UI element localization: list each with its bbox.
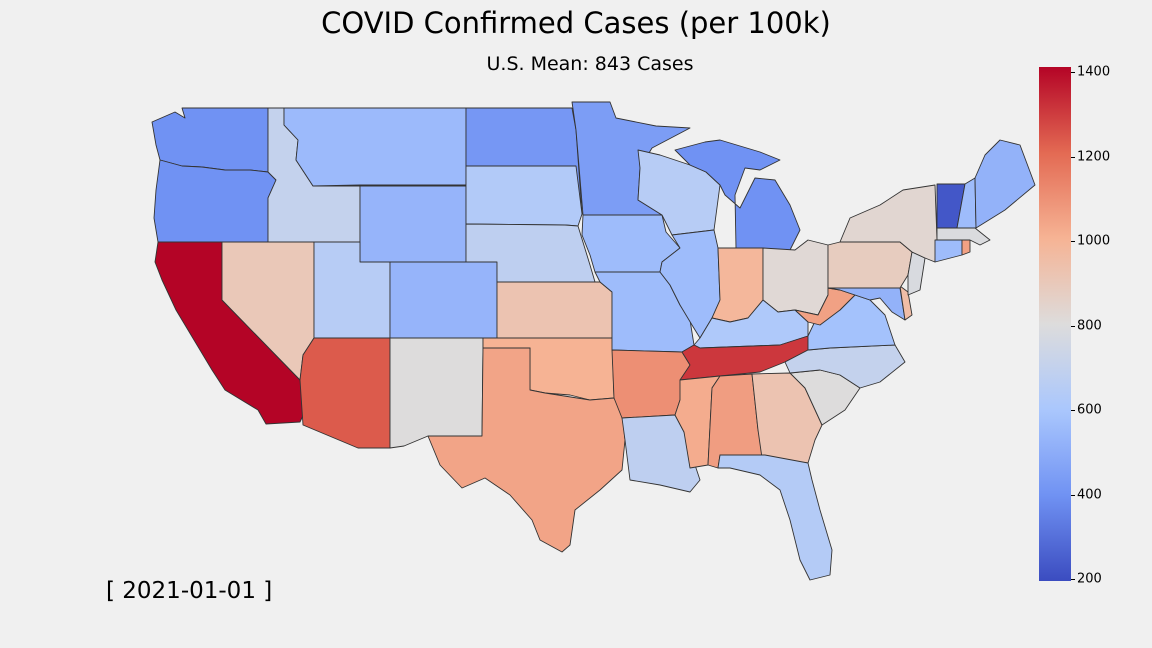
state-de [899,285,913,321]
state-ct [934,239,963,263]
map-title: COVID Confirmed Cases (per 100k) [321,6,831,40]
colorbar [1039,67,1071,581]
state-nj [907,251,926,296]
colorbar-tick-label: 200 [1077,571,1102,587]
state-mt [283,107,467,187]
state-tn [679,335,809,381]
colorbar-tick-label: 1000 [1077,233,1111,249]
state-sd [465,165,583,227]
state-ri [961,239,971,256]
date-label: [ 2021-01-01 ] [106,578,273,604]
state-pa [827,241,913,289]
colorbar-tick-mark [1071,72,1075,73]
colorbar-tick-mark [1071,494,1075,496]
state-me [974,139,1036,229]
colorbar-tick-mark [1071,156,1075,158]
state-fl [717,454,833,581]
map-subtitle: U.S. Mean: 843 Cases [486,53,694,75]
colorbar-tick-mark [1071,325,1075,327]
colorbar-tick-label: 1200 [1077,149,1111,164]
state-ks [496,281,613,339]
colorbar-tick-label: 400 [1077,487,1102,502]
state-nm [389,337,484,449]
state-co [389,261,498,339]
state-az [299,337,391,449]
state-oh [762,239,829,316]
state-or [153,159,277,243]
colorbar-tick-label: 800 [1077,318,1102,333]
state-tx [427,347,626,553]
state-wy [359,185,467,263]
colorbar-tick-mark [1071,410,1075,411]
colorbar-tick-mark [1071,579,1075,580]
colorbar-tick-label: 600 [1077,402,1102,418]
colorbar-tick-mark [1071,241,1075,242]
colorbar-tick-label: 1400 [1077,64,1111,80]
